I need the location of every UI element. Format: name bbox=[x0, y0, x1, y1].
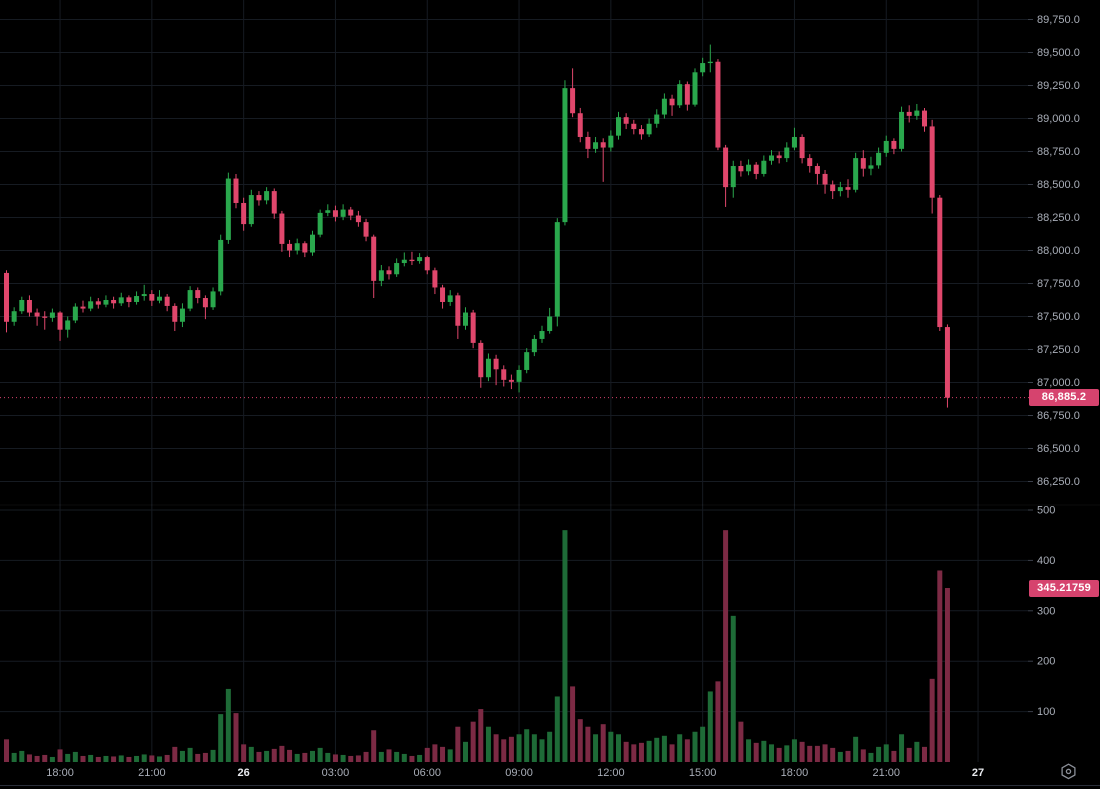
svg-text:21:00: 21:00 bbox=[872, 767, 900, 779]
svg-text:89,250.0: 89,250.0 bbox=[1037, 80, 1080, 92]
gear-icon bbox=[1061, 763, 1076, 780]
svg-text:86,500.0: 86,500.0 bbox=[1037, 443, 1080, 455]
svg-text:500: 500 bbox=[1037, 505, 1055, 517]
candle-series bbox=[4, 44, 950, 408]
grid bbox=[0, 0, 1028, 762]
svg-text:15:00: 15:00 bbox=[689, 767, 717, 779]
svg-text:18:00: 18:00 bbox=[46, 767, 74, 779]
svg-text:03:00: 03:00 bbox=[322, 767, 350, 779]
svg-text:88,750.0: 88,750.0 bbox=[1037, 146, 1080, 158]
svg-text:12:00: 12:00 bbox=[597, 767, 625, 779]
svg-text:86,750.0: 86,750.0 bbox=[1037, 410, 1080, 422]
svg-text:26: 26 bbox=[238, 767, 250, 779]
svg-text:87,500.0: 87,500.0 bbox=[1037, 311, 1080, 323]
volume-series bbox=[4, 530, 950, 762]
timezone-settings-button[interactable] bbox=[1059, 762, 1078, 781]
time-axis-labels: 18:00 21:00 26 03:00 06:00 09:00 12:00 15:00 18:… bbox=[46, 767, 984, 779]
svg-text:400: 400 bbox=[1037, 555, 1055, 567]
svg-text:89,000.0: 89,000.0 bbox=[1037, 113, 1080, 125]
svg-text:87,750.0: 87,750.0 bbox=[1037, 278, 1080, 290]
svg-text:27: 27 bbox=[972, 767, 984, 779]
svg-text:86,250.0: 86,250.0 bbox=[1037, 476, 1080, 488]
svg-text:89,500.0: 89,500.0 bbox=[1037, 47, 1080, 59]
svg-text:87,250.0: 87,250.0 bbox=[1037, 344, 1080, 356]
price-axis-labels: 89,750.0 89,500.0 89,250.0 89,000.0 88,750.0… bbox=[1028, 14, 1080, 718]
last-price-badge: 86,885.2 bbox=[1029, 389, 1099, 407]
svg-text:88,250.0: 88,250.0 bbox=[1037, 212, 1080, 224]
svg-text:200: 200 bbox=[1037, 656, 1055, 668]
last-volume-badge: 345.21759 bbox=[1029, 579, 1099, 597]
price-axis[interactable] bbox=[1028, 0, 1100, 762]
svg-text:06:00: 06:00 bbox=[413, 767, 441, 779]
time-axis[interactable] bbox=[0, 762, 1028, 786]
svg-text:18:00: 18:00 bbox=[781, 767, 809, 779]
svg-text:100: 100 bbox=[1037, 706, 1055, 718]
svg-text:89,750.0: 89,750.0 bbox=[1037, 14, 1080, 26]
svg-text:87,000.0: 87,000.0 bbox=[1037, 377, 1080, 389]
svg-text:21:00: 21:00 bbox=[138, 767, 166, 779]
svg-text:09:00: 09:00 bbox=[505, 767, 533, 779]
svg-text:88,000.0: 88,000.0 bbox=[1037, 245, 1080, 257]
svg-text:88,500.0: 88,500.0 bbox=[1037, 179, 1080, 191]
svg-text:300: 300 bbox=[1037, 605, 1055, 617]
